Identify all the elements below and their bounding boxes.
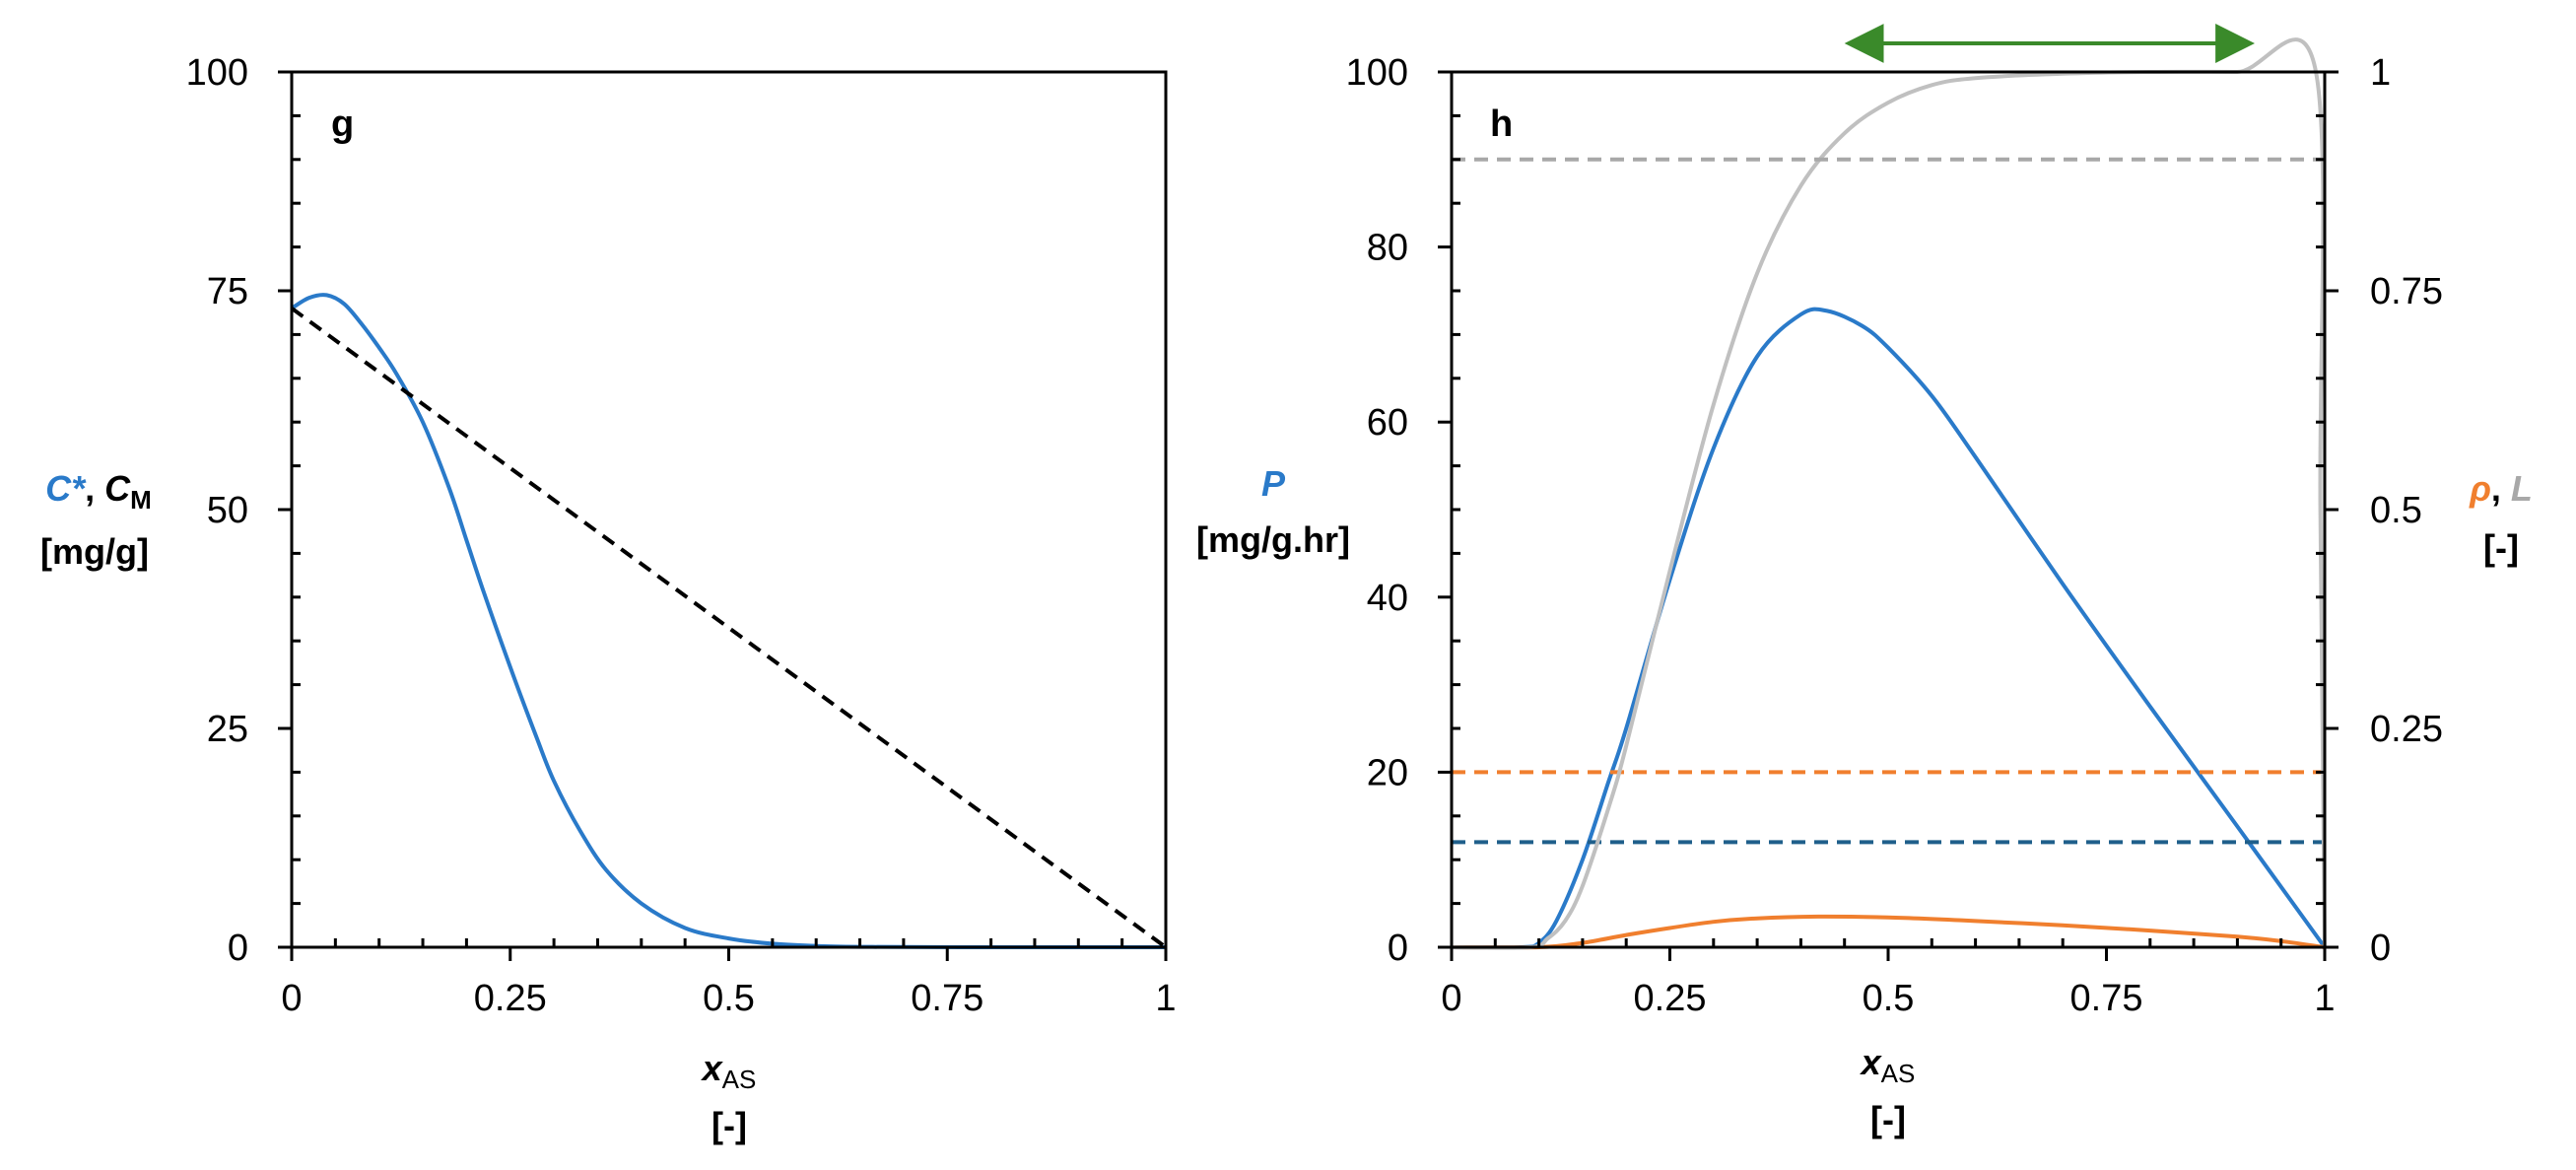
ylabel-c-star: C* bbox=[45, 468, 87, 509]
y-tick-label: 100 bbox=[186, 52, 248, 94]
x-tick-label: 0 bbox=[281, 978, 302, 1019]
panel-h-xlabel: xAS bbox=[1860, 1042, 1916, 1088]
x-tick-label: 0.5 bbox=[703, 978, 755, 1019]
panel-g-ticks: 0 0.25 0.5 0.75 1 0 25 50 75 100 bbox=[186, 52, 1177, 1019]
panel-g-xlabel-units: [-] bbox=[712, 1105, 747, 1145]
y2label-l: L bbox=[2511, 468, 2533, 509]
panel-g-xlabel: xAS bbox=[701, 1048, 757, 1094]
panel-g-ylabel: C*, CM bbox=[45, 468, 152, 515]
y-tick-label: 0 bbox=[1388, 928, 1408, 969]
panel-h-y2label-units: [-] bbox=[2483, 527, 2519, 568]
x-tick-label: 0.75 bbox=[2070, 978, 2143, 1019]
panel-h-y2label: ρ, L bbox=[2469, 468, 2533, 509]
y-tick-label: 75 bbox=[207, 271, 248, 312]
y-tick-label: 20 bbox=[1367, 752, 1408, 793]
panel-g-series bbox=[290, 293, 1168, 950]
panel-g-ylabel-units: [mg/g] bbox=[40, 531, 149, 572]
x-tick-label: 0.25 bbox=[1634, 978, 1707, 1019]
x-tick-label: 0 bbox=[1441, 978, 1461, 1019]
series-rho-curve bbox=[1451, 914, 2326, 950]
ylabel-c-m: C bbox=[104, 468, 131, 509]
xlabel-sub: AS bbox=[722, 1065, 757, 1094]
series-c-m-line bbox=[290, 307, 1168, 949]
panel-h-ylabel-units: [mg/g.hr] bbox=[1196, 519, 1350, 560]
series-l-curve bbox=[1451, 37, 2327, 950]
panel-g-letter: g bbox=[331, 103, 354, 145]
xlabel-x: x bbox=[1860, 1042, 1883, 1082]
y2-tick-label: 0.25 bbox=[2370, 709, 2443, 750]
y-tick-label: 40 bbox=[1367, 578, 1408, 619]
y2-tick-label: 1 bbox=[2370, 52, 2391, 94]
y2label-rho: ρ bbox=[2469, 468, 2491, 509]
panel-h-series bbox=[1451, 37, 2327, 950]
y-tick-label: 50 bbox=[207, 490, 248, 531]
panel-h-frame bbox=[1450, 70, 2327, 949]
x-tick-label: 0.5 bbox=[1863, 978, 1915, 1019]
panel-g-frame bbox=[290, 70, 1168, 949]
y-tick-label: 80 bbox=[1367, 228, 1408, 269]
panel-h-letter: h bbox=[1490, 103, 1513, 145]
y-tick-label: 100 bbox=[1346, 52, 1408, 94]
xlabel-x: x bbox=[701, 1048, 724, 1088]
panel-h-xlabel-units: [-] bbox=[1870, 1099, 1906, 1139]
y-tick-label: 0 bbox=[228, 928, 248, 969]
x-tick-label: 0.75 bbox=[911, 978, 983, 1019]
y2-tick-label: 0 bbox=[2370, 928, 2391, 969]
panel-h-ylabel: P bbox=[1261, 463, 1286, 504]
x-tick-label: 1 bbox=[2314, 978, 2335, 1019]
series-p-curve bbox=[1451, 307, 2327, 950]
xlabel-sub: AS bbox=[1881, 1059, 1916, 1088]
y2-tick-label: 0.75 bbox=[2370, 271, 2443, 312]
ylabel-comma: , bbox=[85, 468, 104, 509]
x-tick-label: 0.25 bbox=[474, 978, 547, 1019]
y2-tick-label: 0.5 bbox=[2370, 490, 2422, 531]
y-tick-label: 25 bbox=[207, 709, 248, 750]
y-tick-label: 60 bbox=[1367, 402, 1408, 444]
y2label-comma: , bbox=[2491, 468, 2511, 509]
ylabel-c-m-sub: M bbox=[130, 485, 152, 515]
x-tick-label: 1 bbox=[1155, 978, 1176, 1019]
